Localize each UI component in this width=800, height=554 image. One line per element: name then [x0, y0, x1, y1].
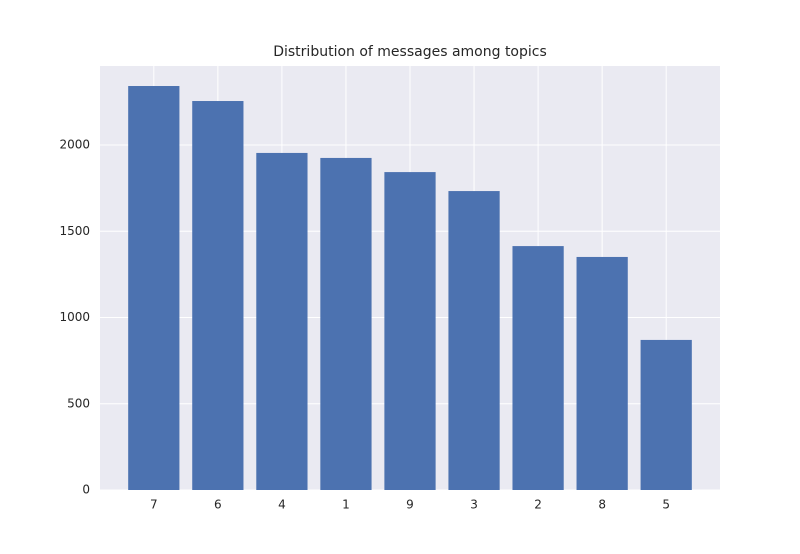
x-tick-label: 2 [534, 498, 542, 512]
x-tick-label: 3 [470, 498, 478, 512]
x-tick-label: 1 [342, 498, 350, 512]
x-tick-label: 7 [150, 498, 158, 512]
x-tick-label: 4 [278, 498, 286, 512]
x-tick-label: 5 [662, 498, 670, 512]
y-tick-label: 0 [82, 483, 90, 497]
bar [576, 256, 628, 490]
y-tick-label: 500 [67, 396, 90, 410]
x-tick-label: 8 [598, 498, 606, 512]
chart-title: Distribution of messages among topics [273, 44, 547, 60]
x-tick-label: 6 [214, 498, 222, 512]
x-tick-label: 9 [406, 498, 414, 512]
bar [320, 157, 372, 491]
bar [448, 191, 500, 490]
y-tick-label: 1000 [59, 310, 90, 324]
bar [256, 152, 308, 491]
y-tick-label: 2000 [59, 138, 90, 152]
y-tick-label: 1500 [59, 224, 90, 238]
bar [384, 172, 436, 490]
bar [512, 246, 564, 490]
bar [192, 101, 244, 490]
bar [128, 86, 180, 490]
bar [640, 339, 692, 490]
